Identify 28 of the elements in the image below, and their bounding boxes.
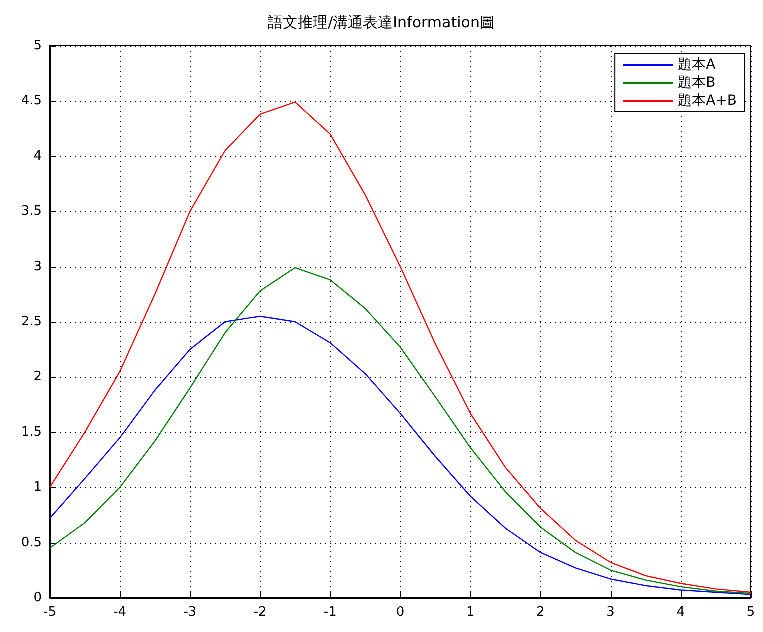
x-tick-label: 5: [746, 605, 756, 620]
x-tick-label: -5: [44, 605, 56, 620]
y-tick-label: 4: [34, 148, 42, 164]
y-tick-label: 0: [34, 590, 42, 606]
y-tick-label: 3.5: [21, 204, 42, 220]
line-series: [49, 267, 752, 594]
x-tick-label: 2: [536, 605, 545, 620]
y-tick-label: 0.5: [21, 535, 42, 550]
y-tick-label: 4.5: [21, 94, 42, 109]
x-tick-label: -3: [184, 605, 197, 620]
y-tick-label: 2.5: [21, 314, 42, 330]
legend-label: 題本A+B: [678, 93, 738, 109]
x-tick-label: 4: [676, 605, 686, 620]
legend-label: 題本B: [678, 75, 716, 91]
x-tick-label: -1: [324, 605, 337, 620]
x-tick-label: 0: [396, 605, 405, 620]
y-tick-label: 2: [34, 370, 42, 385]
y-tick-label: 3: [34, 259, 42, 274]
chart-title: 語文推理/溝通表達Information圖: [268, 14, 495, 32]
y-tick-label: 1.5: [21, 424, 42, 440]
x-tick-label: -2: [254, 605, 267, 620]
y-tick-label: 5: [34, 38, 42, 54]
x-tick-label: -4: [114, 605, 127, 620]
y-tick-label: 1: [34, 480, 42, 496]
x-tick-label: 1: [466, 605, 475, 620]
legend-label: 題本A: [678, 57, 716, 73]
x-tick-label: 3: [606, 605, 615, 620]
line-series: [49, 316, 752, 596]
